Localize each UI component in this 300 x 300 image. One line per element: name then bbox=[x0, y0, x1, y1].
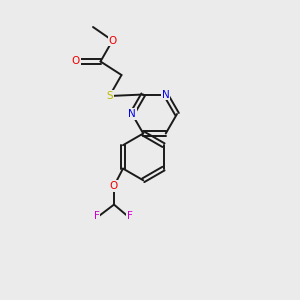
Text: S: S bbox=[106, 91, 113, 101]
Text: F: F bbox=[94, 211, 100, 221]
Text: O: O bbox=[72, 56, 80, 67]
Text: O: O bbox=[108, 35, 117, 46]
Text: N: N bbox=[162, 89, 169, 100]
Text: N: N bbox=[128, 109, 136, 119]
Text: F: F bbox=[127, 211, 133, 221]
Text: O: O bbox=[110, 181, 118, 191]
